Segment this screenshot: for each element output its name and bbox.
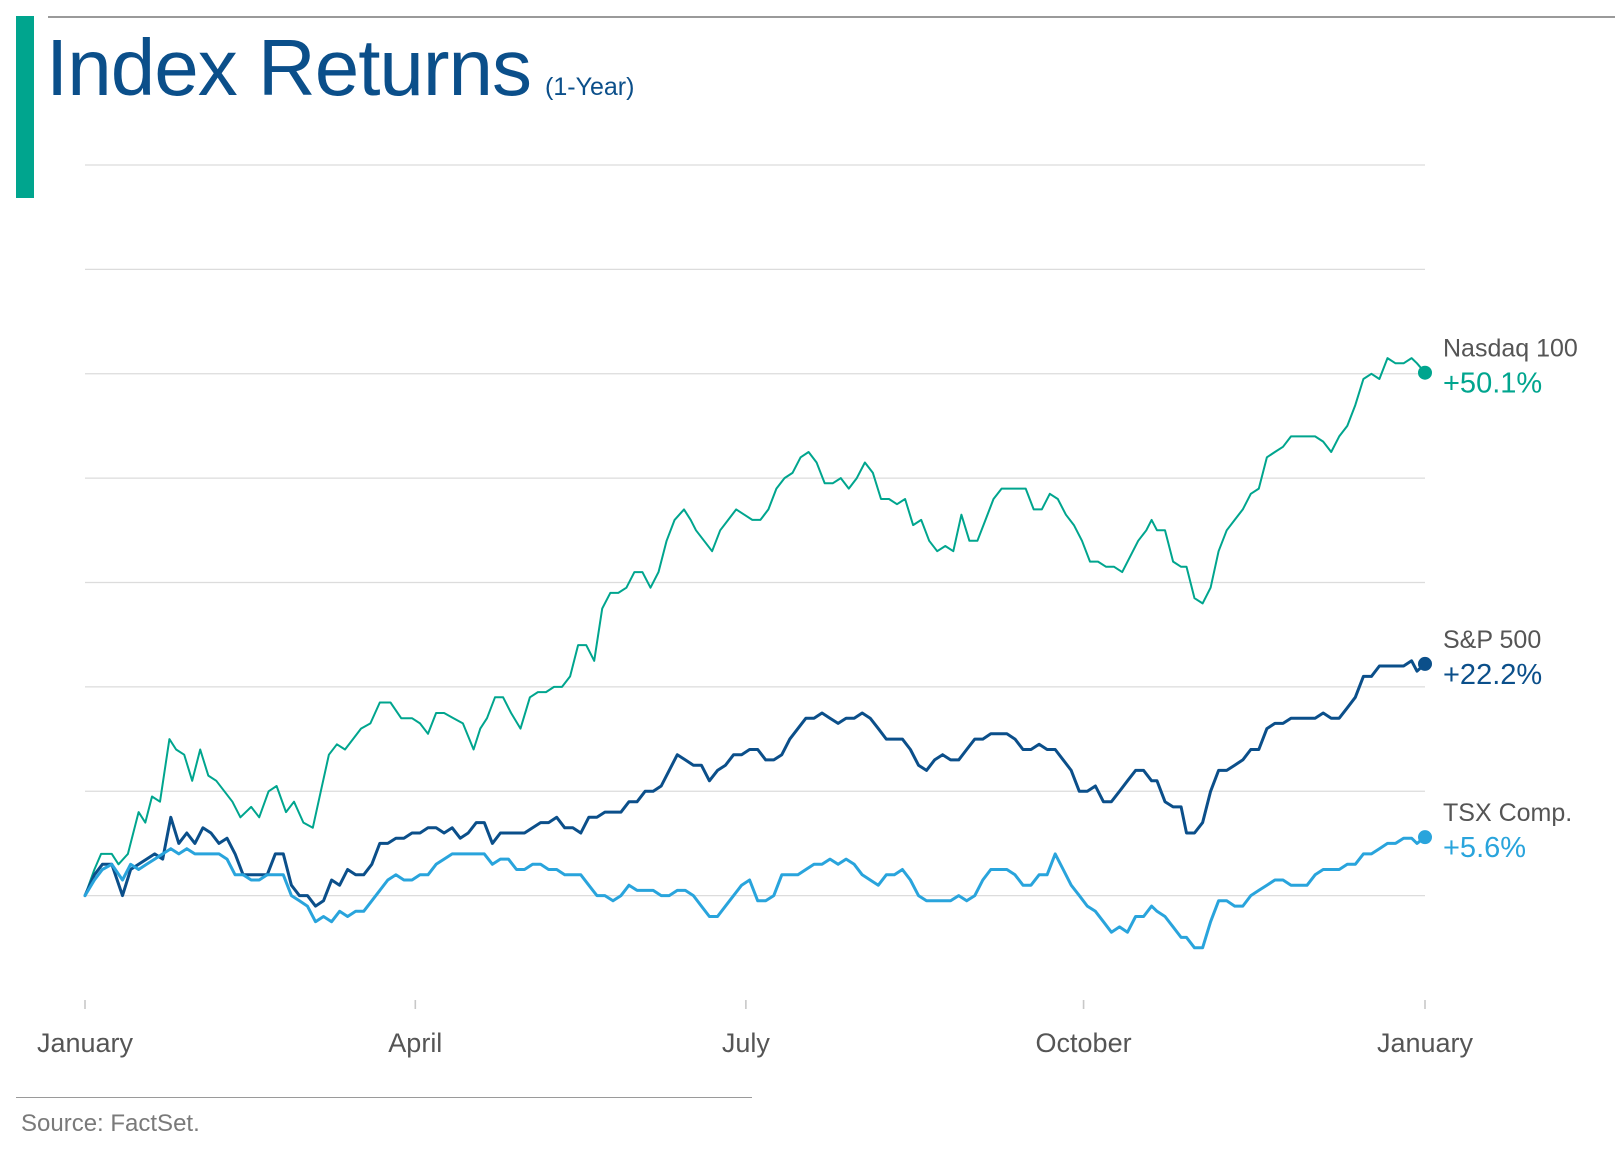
x-tick-label: January [37,1028,134,1058]
series-end-marker [1418,830,1432,845]
chart-subtitle: (1-Year) [545,73,635,101]
series-end-labels: Nasdaq 100 +50.1% S&P 500 +22.2% TSX Comp. +5… [1443,335,1578,864]
series-lines [83,357,1432,950]
x-tick-label: October [1036,1028,1132,1058]
chart-title: Index Returns [46,23,532,112]
series-line-tsx-comp- [83,835,1427,950]
series-name-label: S&P 500 [1443,626,1541,654]
source-rule [16,1097,752,1098]
series-value-label: +5.6% [1443,832,1526,864]
x-tick-label: April [388,1028,442,1058]
series-value-label: +50.1% [1443,368,1542,400]
x-tick-label: January [1377,1028,1474,1058]
top-rule [48,16,1615,18]
series-line-s-p-500 [83,659,1427,908]
source-note: Source: FactSet. [21,1110,200,1137]
gridlines [85,164,1425,897]
x-tick-label: July [722,1028,771,1058]
x-axis: January April July October January [37,1000,1474,1058]
title-accent-bar [16,16,34,198]
series-name-label: Nasdaq 100 [1443,335,1578,363]
series-line-nasdaq-100 [84,357,1426,897]
series-name-label: TSX Comp. [1443,799,1572,827]
series-end-marker [1418,365,1432,380]
series-value-label: +22.2% [1443,659,1542,691]
title-block: Index Returns (1-Year) [46,22,634,114]
series-end-marker [1418,656,1432,671]
